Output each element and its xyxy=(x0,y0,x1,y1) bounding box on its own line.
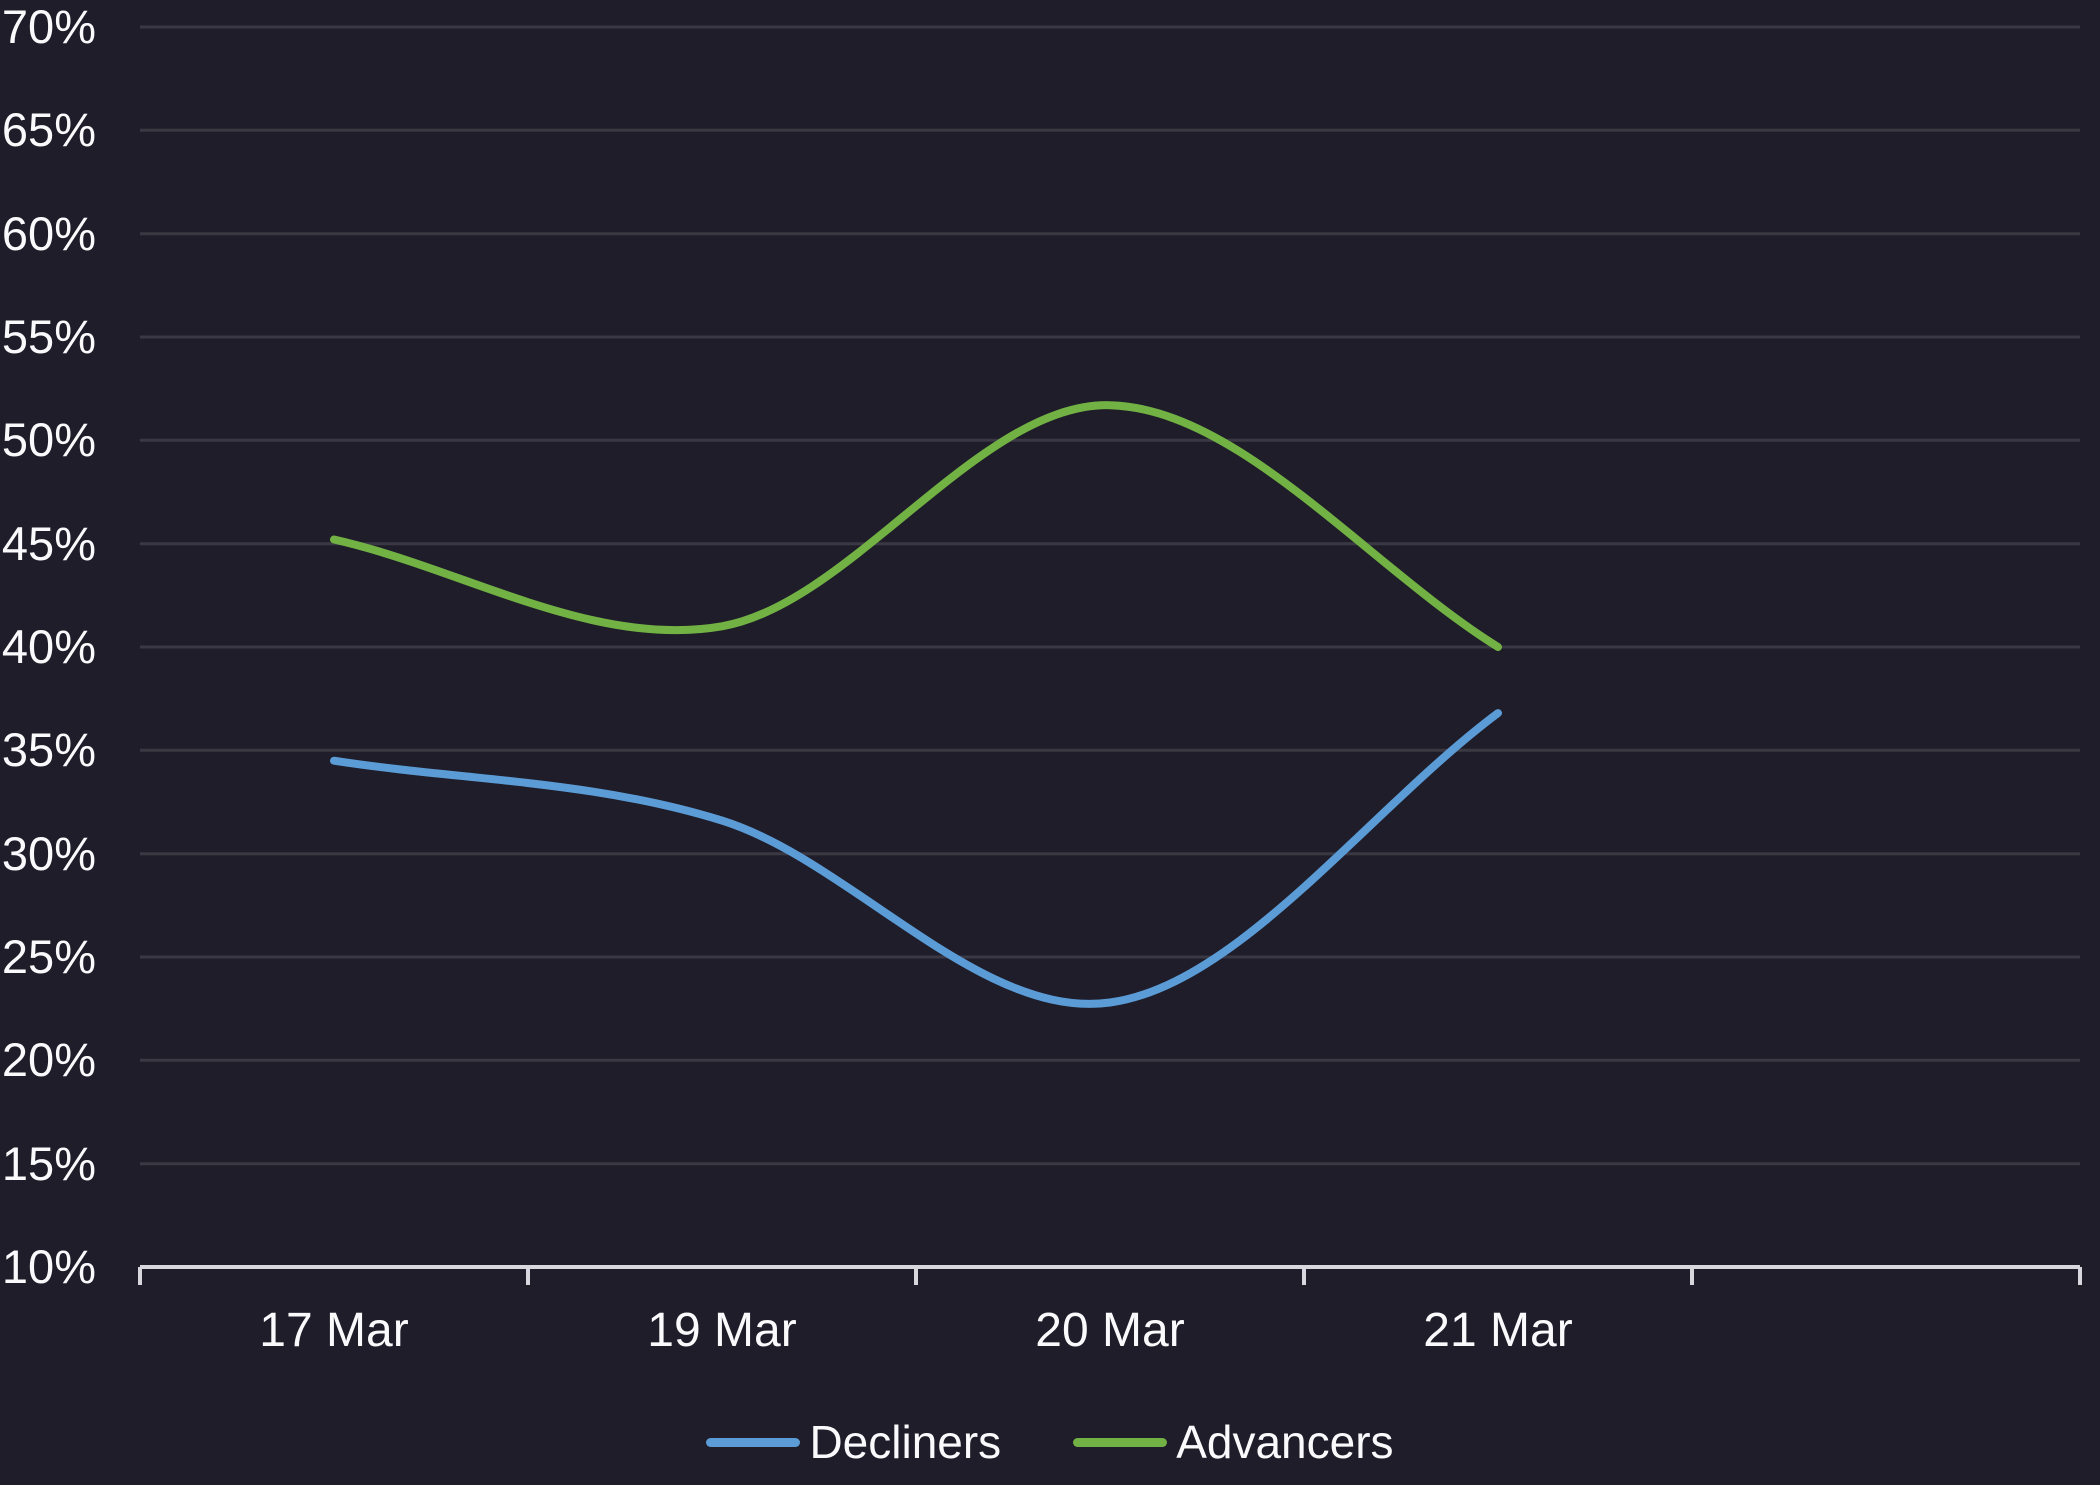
y-axis-label: 20% xyxy=(1,1033,96,1087)
advancers-line[interactable] xyxy=(330,401,1502,651)
y-axis-label: 45% xyxy=(1,516,96,570)
legend-item-advancers[interactable]: Advancers xyxy=(1073,1416,1394,1468)
y-axis-label: 25% xyxy=(1,930,96,983)
y-axis-label: 65% xyxy=(1,103,96,157)
y-axis-label: 35% xyxy=(1,723,96,777)
y-axis-label: 70% xyxy=(1,0,96,53)
y-axis-label: 30% xyxy=(1,826,96,880)
legend-label-decliners: Decliners xyxy=(809,1416,1002,1468)
decliners-line-swatch-icon xyxy=(706,1437,801,1447)
y-axis-label: 40% xyxy=(1,620,96,673)
x-axis-label: 17 Mar xyxy=(259,1304,409,1357)
advancers-line-swatch-icon xyxy=(1073,1437,1168,1447)
y-axis-label: 50% xyxy=(1,413,96,467)
x-axis-label: 19 Mar xyxy=(647,1304,797,1357)
legend-item-decliners[interactable]: Decliners xyxy=(706,1417,1001,1467)
y-axis-label: 15% xyxy=(1,1136,96,1190)
legend: Decliners Advancers xyxy=(0,1412,2100,1472)
x-axis-label: 20 Mar xyxy=(1035,1304,1185,1357)
decliners-line[interactable] xyxy=(330,709,1502,1008)
y-axis-label: 60% xyxy=(1,206,96,260)
x-axis-label: 21 Mar xyxy=(1423,1304,1573,1357)
y-axis-label: 55% xyxy=(1,310,96,363)
y-axis-label: 10% xyxy=(1,1240,96,1293)
legend-label-advancers: Advancers xyxy=(1176,1416,1394,1468)
